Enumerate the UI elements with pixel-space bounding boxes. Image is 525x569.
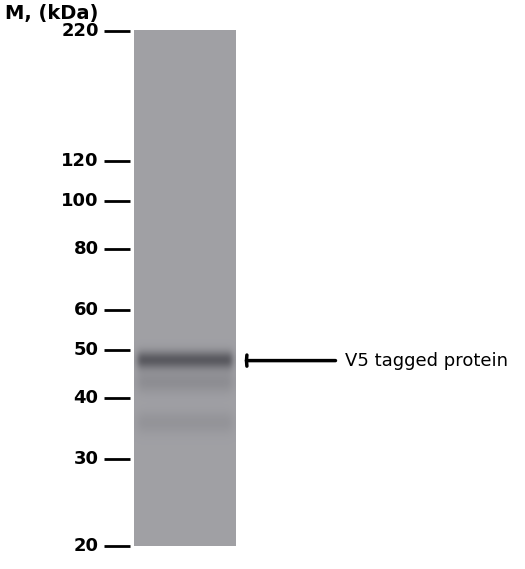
Text: 20: 20	[74, 538, 99, 555]
Text: 60: 60	[74, 302, 99, 319]
Text: 220: 220	[61, 22, 99, 40]
Text: 50: 50	[74, 341, 99, 358]
Text: 30: 30	[74, 450, 99, 468]
Bar	[134, 31, 235, 546]
Text: V5 tagged protein: V5 tagged protein	[345, 352, 508, 370]
Text: M, (kDa): M, (kDa)	[5, 4, 98, 23]
Text: 80: 80	[74, 240, 99, 258]
Text: 120: 120	[61, 152, 99, 171]
Text: 100: 100	[61, 192, 99, 209]
Text: 40: 40	[74, 389, 99, 406]
